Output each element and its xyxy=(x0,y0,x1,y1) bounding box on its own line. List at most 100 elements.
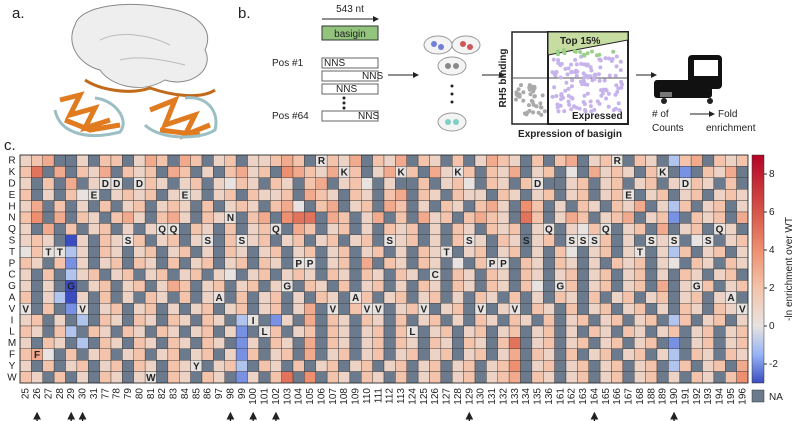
heatmap-cell xyxy=(76,268,89,281)
colorbar-tick-label: 4 xyxy=(769,245,775,256)
heatmap-cell xyxy=(417,177,430,190)
heatmap-cell xyxy=(235,245,248,258)
heatmap-cell xyxy=(315,291,328,304)
heatmap-cell xyxy=(247,348,260,361)
column-label: 192 xyxy=(692,388,703,405)
heatmap-cell xyxy=(281,360,294,372)
heatmap-cell xyxy=(258,211,271,224)
heatmap-cell xyxy=(452,360,464,372)
heatmap-cell xyxy=(372,200,385,213)
heatmap-cell xyxy=(42,223,55,235)
heatmap-cell xyxy=(713,371,726,384)
heatmap-cell xyxy=(31,188,43,201)
heatmap-cell xyxy=(133,325,146,338)
heatmap-cell xyxy=(531,303,544,315)
wt-label: F xyxy=(34,350,40,361)
heatmap-cell xyxy=(315,325,328,338)
row-label: I xyxy=(11,315,14,326)
heatmap-cell xyxy=(167,257,180,270)
heatmap-cell xyxy=(440,360,453,372)
wt-label: G xyxy=(283,282,291,293)
colorbar-label: -ln enrichment over WT xyxy=(784,217,795,321)
row-label: H xyxy=(8,201,15,212)
heatmap-cell xyxy=(235,166,248,178)
heatmap-cell xyxy=(156,291,169,304)
heatmap-cell xyxy=(53,177,66,190)
heatmap-cell xyxy=(611,188,624,201)
heatmap-cell xyxy=(656,177,669,190)
heatmap-cell xyxy=(531,268,544,281)
heatmap-cell xyxy=(417,268,430,281)
wt-label: P xyxy=(295,259,302,270)
heatmap-cell xyxy=(656,257,669,270)
heatmap-cell xyxy=(395,337,407,349)
heatmap-cell xyxy=(645,166,658,178)
heatmap-cell xyxy=(292,166,305,178)
heatmap-cell xyxy=(326,166,339,178)
heatmap-cell xyxy=(599,291,612,304)
heatmap-cell xyxy=(213,257,225,270)
heatmap-cell xyxy=(645,303,658,315)
heatmap-cell xyxy=(65,337,78,349)
heatmap-cell xyxy=(19,360,32,372)
heatmap-cell xyxy=(690,200,703,213)
heatmap-cell xyxy=(224,325,237,338)
heatmap-cell xyxy=(440,337,453,349)
heatmap-cell xyxy=(99,257,112,270)
heatmap-cell xyxy=(554,371,567,384)
heatmap-cell xyxy=(634,337,646,349)
heatmap-cell xyxy=(713,280,726,292)
heatmap-cell xyxy=(65,371,78,384)
heatmap-cell xyxy=(395,211,407,224)
heatmap-cell xyxy=(543,200,555,213)
heatmap-cell xyxy=(395,303,407,315)
heatmap-cell xyxy=(281,166,294,178)
heatmap-cell xyxy=(338,314,351,327)
heatmap-cell xyxy=(520,371,533,384)
heatmap-cell xyxy=(76,245,89,258)
heatmap-cell xyxy=(133,234,146,247)
heatmap-cell xyxy=(338,303,351,315)
heatmap-cell xyxy=(349,245,362,258)
wt-label: P xyxy=(500,259,507,270)
heatmap-cell xyxy=(156,337,169,349)
wt-label: A xyxy=(727,293,734,304)
heatmap-cell xyxy=(156,348,169,361)
heatmap-cell xyxy=(372,314,385,327)
heatmap-cell xyxy=(372,245,385,258)
heatmap-cell xyxy=(190,188,203,201)
heatmap-cell xyxy=(65,154,78,167)
heatmap-cell xyxy=(88,268,100,281)
heatmap-cell xyxy=(543,177,555,190)
heatmap-cell xyxy=(543,188,555,201)
heatmap-cell xyxy=(110,337,123,349)
column-label: 109 xyxy=(351,388,362,405)
column-label: 196 xyxy=(737,388,748,405)
wt-label: S xyxy=(238,236,245,247)
wt-label: S xyxy=(671,236,678,247)
heatmap-cell xyxy=(42,234,55,247)
heatmap-cell xyxy=(634,257,646,270)
heatmap-cell xyxy=(281,268,294,281)
heatmap-cell xyxy=(599,303,612,315)
column-label: 79 xyxy=(123,388,134,400)
heatmap-cell xyxy=(679,371,692,384)
heatmap-cell xyxy=(565,360,578,372)
heatmap-cell xyxy=(190,348,203,361)
heatmap-cell xyxy=(565,337,578,349)
heatmap-cell xyxy=(543,257,555,270)
heatmap-cell xyxy=(634,268,646,281)
heatmap-cell xyxy=(611,303,624,315)
column-label: 106 xyxy=(316,388,327,405)
heatmap-cell xyxy=(577,211,589,224)
heatmap-cell xyxy=(110,188,123,201)
heatmap-cell xyxy=(622,268,635,281)
heatmap-cell xyxy=(486,291,498,304)
heatmap-cell xyxy=(326,257,339,270)
heatmap-cell xyxy=(417,325,430,338)
heatmap-cell xyxy=(508,245,521,258)
heatmap-cell xyxy=(19,166,32,178)
heatmap-cell xyxy=(645,154,658,167)
heatmap-cell xyxy=(656,188,669,201)
heatmap-cell xyxy=(99,291,112,304)
